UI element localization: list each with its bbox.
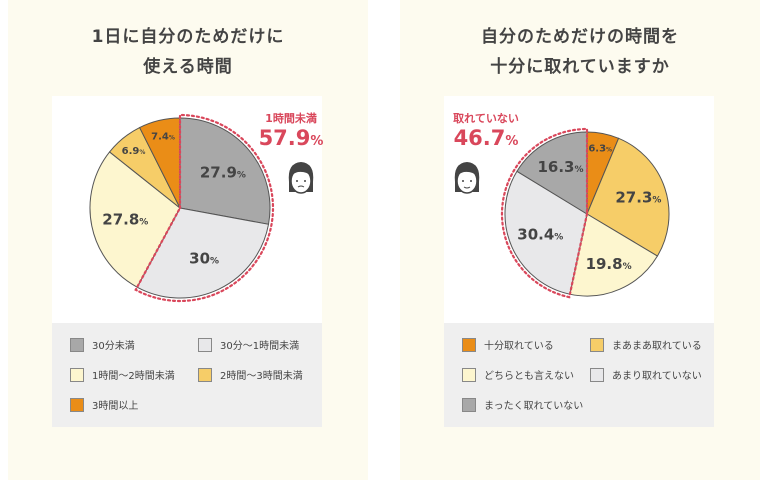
- left-legend-swatch-1: [198, 337, 212, 352]
- left-chart-title: 1日に自分のためだけに 使える時間: [8, 22, 368, 82]
- right-pie-slice-2: [569, 213, 659, 297]
- left-pie-slice-0: [179, 117, 271, 225]
- right-pie-label-4: 16.3%: [537, 158, 583, 176]
- right-legend-swatch-0: [462, 337, 476, 352]
- right-callout-label: 取れていない: [453, 112, 519, 125]
- right-pie-label-2: 19.8%: [586, 255, 632, 273]
- left-legend: 30分未満 30分〜1時間未満 1時間〜2時間未満 2時間〜3時間未満 3時間以…: [52, 323, 322, 427]
- right-title-line1: 自分のためだけの時間を: [481, 27, 679, 47]
- right-pie-label-0: 6.3%: [588, 144, 612, 155]
- right-callout: 取れていない 46.7%: [436, 110, 536, 154]
- right-legend-item-1: まあまあ取れている: [590, 337, 702, 352]
- right-legend-label-4: まったく取れていない: [484, 401, 584, 412]
- left-legend-label-3: 2時間〜3時間未満: [220, 371, 303, 382]
- left-legend-swatch-4: [70, 397, 84, 412]
- left-chart-panel: 1日に自分のためだけに 使える時間 27.9% 30% 27.8% 6.9% 7.4% …: [8, 0, 368, 480]
- right-chart-panel: 自分のためだけの時間を 十分に取れていますか 6.3% 27.3% 19.8% 30.…: [400, 0, 760, 480]
- right-callout-value-wrap: 46.7%: [436, 126, 536, 154]
- left-pie-label-4: 7.4%: [151, 132, 175, 143]
- woman-face-icon: [288, 162, 314, 194]
- left-pie-label-3: 6.9%: [122, 146, 146, 157]
- left-legend-swatch-3: [198, 367, 212, 382]
- right-legend-item-3: あまり取れていない: [590, 367, 702, 382]
- left-legend-label-4: 3時間以上: [92, 401, 139, 412]
- right-pie-label-3: 30.4%: [517, 225, 563, 243]
- left-callout-unit: %: [310, 134, 324, 149]
- left-legend-label-1: 30分〜1時間未満: [220, 341, 300, 352]
- right-callout-unit: %: [505, 134, 519, 149]
- right-legend-label-1: まあまあ取れている: [612, 341, 702, 352]
- right-callout-value: 46.7: [453, 126, 506, 150]
- right-pie-label-1: 27.3%: [615, 188, 661, 206]
- left-pie-slice-1: [136, 207, 270, 299]
- left-pie-slice-2: [89, 151, 181, 288]
- left-legend-item-3: 2時間〜3時間未満: [198, 367, 303, 382]
- left-callout-value-wrap: 57.9%: [246, 126, 336, 154]
- left-callout-label: 1時間未満: [265, 112, 317, 125]
- left-pie-chart: 27.9%30%27.8%6.9%7.4%: [89, 113, 275, 303]
- right-chart-title: 自分のためだけの時間を 十分に取れていますか: [400, 22, 760, 82]
- right-legend-swatch-1: [590, 337, 604, 352]
- right-legend: 十分取れている まあまあ取れている どちらとも言えない あまり取れていない まっ…: [444, 323, 714, 427]
- right-pie-slice-4: [516, 131, 588, 215]
- right-pie-chart: 6.3% 27.3% 19.8% 30.4% 16.3%: [500, 127, 670, 299]
- left-callout: 1時間未満 57.9%: [246, 110, 336, 154]
- left-legend-swatch-0: [70, 337, 84, 352]
- left-legend-swatch-2: [70, 367, 84, 382]
- left-title-line1: 1日に自分のためだけに: [91, 27, 285, 47]
- right-legend-item-0: 十分取れている: [462, 337, 554, 352]
- left-highlight-outline: [134, 113, 275, 303]
- left-legend-label-0: 30分未満: [92, 341, 135, 352]
- right-legend-item-4: まったく取れていない: [462, 397, 583, 412]
- right-legend-swatch-2: [462, 367, 476, 382]
- left-legend-item-0: 30分未満: [70, 337, 135, 352]
- right-legend-label-2: どちらとも言えない: [484, 371, 574, 382]
- left-pie-label-2: 27.8%: [102, 210, 148, 228]
- right-legend-label-0: 十分取れている: [484, 341, 554, 352]
- right-legend-item-2: どちらとも言えない: [462, 367, 574, 382]
- woman-sad-face-icon: [454, 162, 480, 194]
- left-legend-item-2: 1時間〜2時間未満: [70, 367, 175, 382]
- left-legend-item-4: 3時間以上: [70, 397, 138, 412]
- right-highlight-outline: [500, 127, 589, 299]
- left-legend-item-1: 30分〜1時間未満: [198, 337, 299, 352]
- left-pie-label-0: 27.9%: [200, 164, 246, 182]
- left-title-line2: 使える時間: [143, 57, 233, 77]
- right-legend-swatch-3: [590, 367, 604, 382]
- right-legend-label-3: あまり取れていない: [612, 371, 702, 382]
- right-pie-slice-1: [586, 137, 670, 257]
- right-title-line2: 十分に取れていますか: [490, 57, 670, 77]
- left-callout-value: 57.9: [258, 126, 311, 150]
- right-legend-swatch-4: [462, 397, 476, 412]
- left-legend-label-2: 1時間〜2時間未満: [92, 371, 175, 382]
